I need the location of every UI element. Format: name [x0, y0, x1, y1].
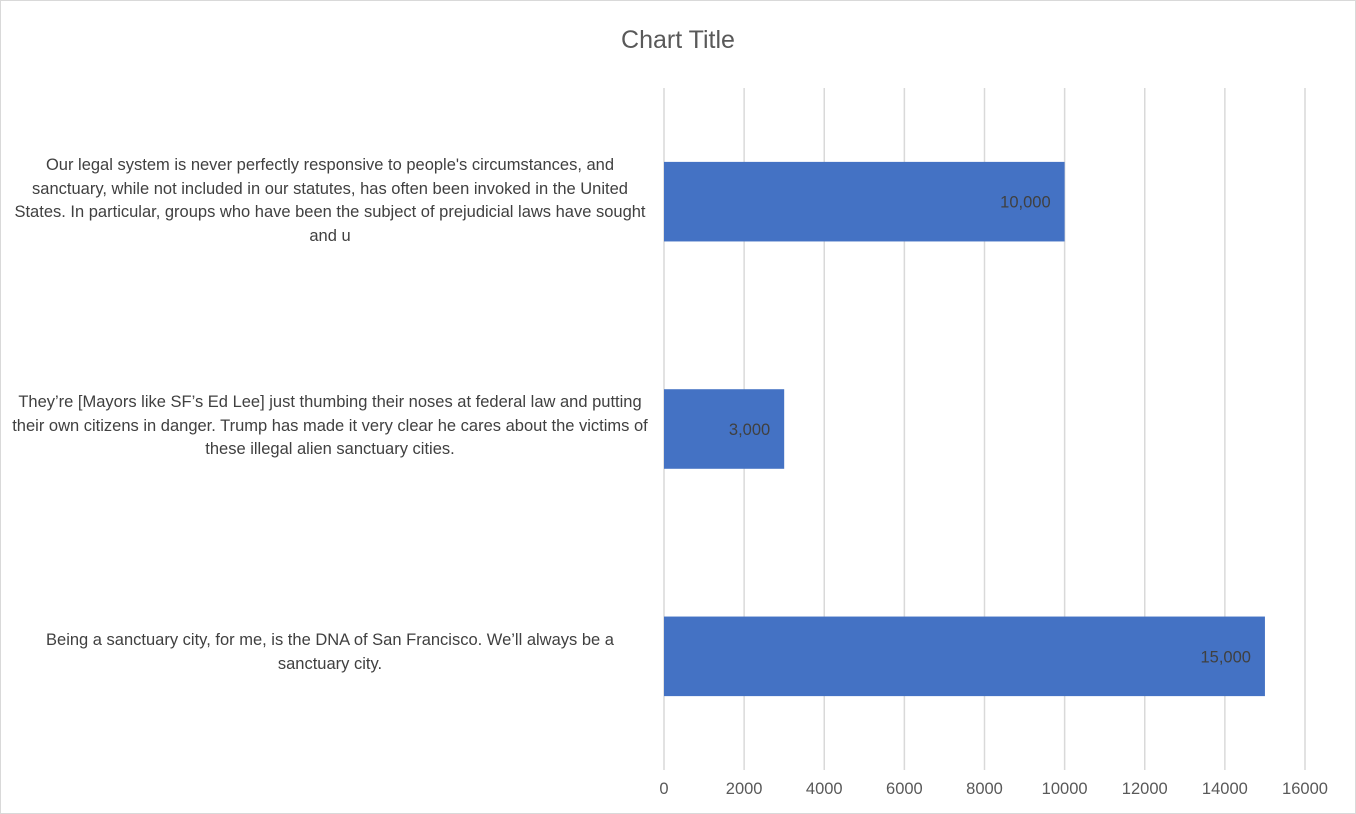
- x-tick-label: 0: [659, 780, 668, 798]
- x-tick-label: 14000: [1202, 780, 1248, 798]
- x-tick-label: 12000: [1122, 780, 1168, 798]
- bars: 10,000 3,000 15,000: [664, 161, 1265, 697]
- chart-title: Chart Title: [621, 26, 735, 54]
- category-label-2: They’re [Mayors like SF’s Ed Lee] just t…: [12, 393, 648, 458]
- bar-1: [664, 161, 1065, 242]
- x-tick-label: 4000: [806, 780, 843, 798]
- bar-3: [664, 616, 1265, 697]
- category-label-3: Being a sanctuary city, for me, is the D…: [46, 631, 614, 673]
- x-tick-label: 10000: [1042, 780, 1088, 798]
- bar-2: [664, 389, 785, 469]
- data-label-2: 3,000: [729, 421, 770, 439]
- x-tick-label: 2000: [726, 780, 763, 798]
- category-label-1: Our legal system is never perfectly resp…: [14, 156, 646, 245]
- data-label-3: 15,000: [1200, 648, 1250, 666]
- x-axis-ticks: 0 2000 4000 6000 8000 10000 12000 14000 16000: [659, 780, 1328, 798]
- x-tick-label: 16000: [1282, 780, 1328, 798]
- data-label-1: 10,000: [1000, 194, 1050, 212]
- x-tick-label: 6000: [886, 780, 923, 798]
- x-tick-label: 8000: [966, 780, 1003, 798]
